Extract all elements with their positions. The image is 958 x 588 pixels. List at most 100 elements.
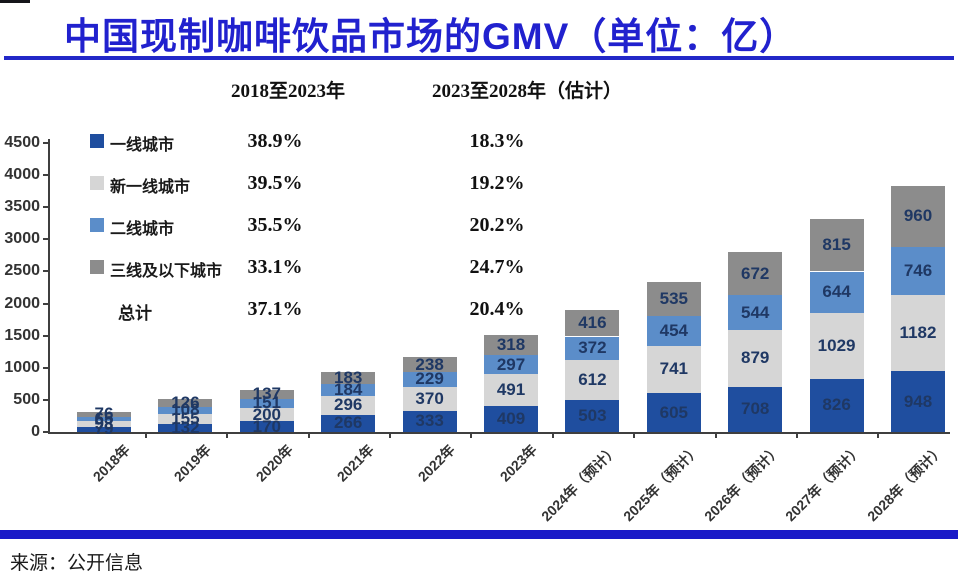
y-axis-tick: [43, 398, 48, 401]
cagr-value-2023-2028: 19.2%: [469, 172, 525, 194]
bar-value-label: 746: [903, 261, 933, 281]
x-axis-tick: [714, 432, 717, 438]
bar-segment: [77, 411, 131, 417]
bar-segment: [809, 271, 864, 313]
bar-value-label: 79: [94, 419, 114, 439]
bar-value-label: 416: [578, 313, 607, 333]
bar-value-label: 1029: [817, 335, 856, 355]
legend-label: 二线城市: [110, 221, 175, 238]
y-axis-label: 4500: [4, 134, 40, 151]
bar-segment: [646, 393, 701, 432]
cagr-column-header-2018-2023: 2018至2023年: [230, 81, 345, 102]
bar-value-label: 183: [334, 368, 363, 388]
bar-value-label: 948: [903, 391, 933, 411]
bar-value-label: 318: [496, 334, 526, 354]
y-axis-label: 3000: [4, 230, 40, 248]
title-rule: [4, 56, 954, 60]
bar-segment: [321, 384, 376, 396]
bar-segment: [809, 219, 864, 272]
bar-segment: [565, 399, 620, 432]
bar-segment: [728, 386, 783, 432]
x-axis-tick: [144, 432, 147, 438]
bar-value-label: 333: [415, 411, 444, 431]
bar-value-label: 503: [578, 405, 607, 425]
legend-total-label: 总计: [118, 304, 152, 323]
bottom-blue-band: [0, 530, 958, 539]
bar-segment: [728, 295, 783, 331]
legend-swatch: [90, 218, 104, 232]
bar-segment: [728, 330, 783, 387]
y-axis-tick: [43, 302, 48, 305]
cagr-value-2023-2028: 20.2%: [469, 214, 525, 236]
bar-segment: [158, 398, 213, 407]
cagr-value-2018-2023: 33.1%: [247, 256, 303, 278]
bar-value-label: 535: [659, 289, 688, 309]
bar-segment: [484, 374, 538, 406]
bar-segment: [484, 334, 538, 356]
bar-value-label: 184: [334, 379, 363, 399]
x-axis-tick: [307, 432, 310, 438]
bar-value-label: 93: [94, 413, 114, 433]
bar-value-label: 672: [741, 263, 770, 283]
cagr-value-2018-2023: 35.5%: [247, 214, 303, 236]
x-axis-tick: [388, 432, 391, 438]
bar-segment: [484, 355, 538, 375]
y-axis-tick: [43, 206, 48, 209]
cagr-value-2023-2028: 18.3%: [469, 130, 525, 152]
x-axis-label-text: 2020年: [252, 441, 296, 485]
bar-value-label: 76: [94, 404, 114, 424]
bar-segment: [239, 389, 294, 399]
y-axis-line: [48, 139, 50, 434]
x-axis-label-text: 2026年（预计）: [701, 441, 784, 525]
bar-value-label: 454: [659, 320, 688, 340]
bar-segment: [77, 420, 131, 427]
bar-segment: [239, 421, 294, 432]
bar-segment: [402, 356, 457, 373]
legend-label: 新一线城市: [110, 179, 191, 196]
y-axis-tick: [43, 334, 48, 337]
y-axis-label: 0: [31, 423, 40, 440]
y-axis-tick: [43, 366, 48, 369]
x-axis-tick: [551, 432, 554, 438]
bar-segment: [158, 413, 213, 424]
bar-value-label: 372: [578, 338, 607, 358]
x-axis-label-text: 2019年: [170, 441, 215, 485]
bar-segment: [565, 309, 620, 337]
bar-segment: [158, 406, 213, 414]
bar-segment: [809, 378, 864, 432]
x-axis-tick: [877, 432, 880, 438]
bar-segment: [484, 405, 538, 432]
bar-value-label: 544: [741, 302, 770, 322]
x-axis-tick: [633, 432, 636, 438]
bar-segment: [891, 247, 945, 296]
bar-value-label: 708: [741, 399, 770, 419]
bar-value-label: 296: [334, 395, 363, 415]
cagr-value-2023-2028: 20.4%: [469, 298, 525, 320]
y-axis-tick: [43, 238, 48, 241]
bar-segment: [239, 408, 294, 422]
legend-label: 三线及以下城市: [110, 263, 223, 280]
legend-swatch: [90, 176, 104, 190]
page-title: 中国现制咖啡饮品市场的GMV（单位：亿）: [64, 16, 798, 57]
y-axis-tick: [43, 431, 48, 433]
bar-segment: [321, 414, 376, 432]
bar-value-label: 200: [252, 404, 281, 424]
y-axis-label: 1000: [4, 358, 40, 376]
bar-value-label: 370: [415, 388, 444, 408]
x-axis-tick: [226, 432, 229, 438]
bar-value-label: 297: [496, 354, 526, 374]
x-axis-label-text: 2021年: [333, 441, 377, 485]
bar-value-label: 137: [252, 384, 281, 404]
bar-segment: [891, 185, 945, 248]
bar-value-label: 960: [903, 206, 933, 226]
bar-value-label: 170: [252, 416, 281, 436]
x-axis-tick: [470, 432, 473, 438]
x-axis-tick: [795, 432, 798, 438]
cagr-value-2018-2023: 37.1%: [247, 298, 303, 320]
source-note: 来源：公开信息: [10, 553, 144, 574]
bar-value-label: 409: [496, 408, 526, 428]
bar-segment: [891, 295, 945, 372]
bar-segment: [646, 316, 701, 346]
corner-mark: [0, 0, 30, 3]
